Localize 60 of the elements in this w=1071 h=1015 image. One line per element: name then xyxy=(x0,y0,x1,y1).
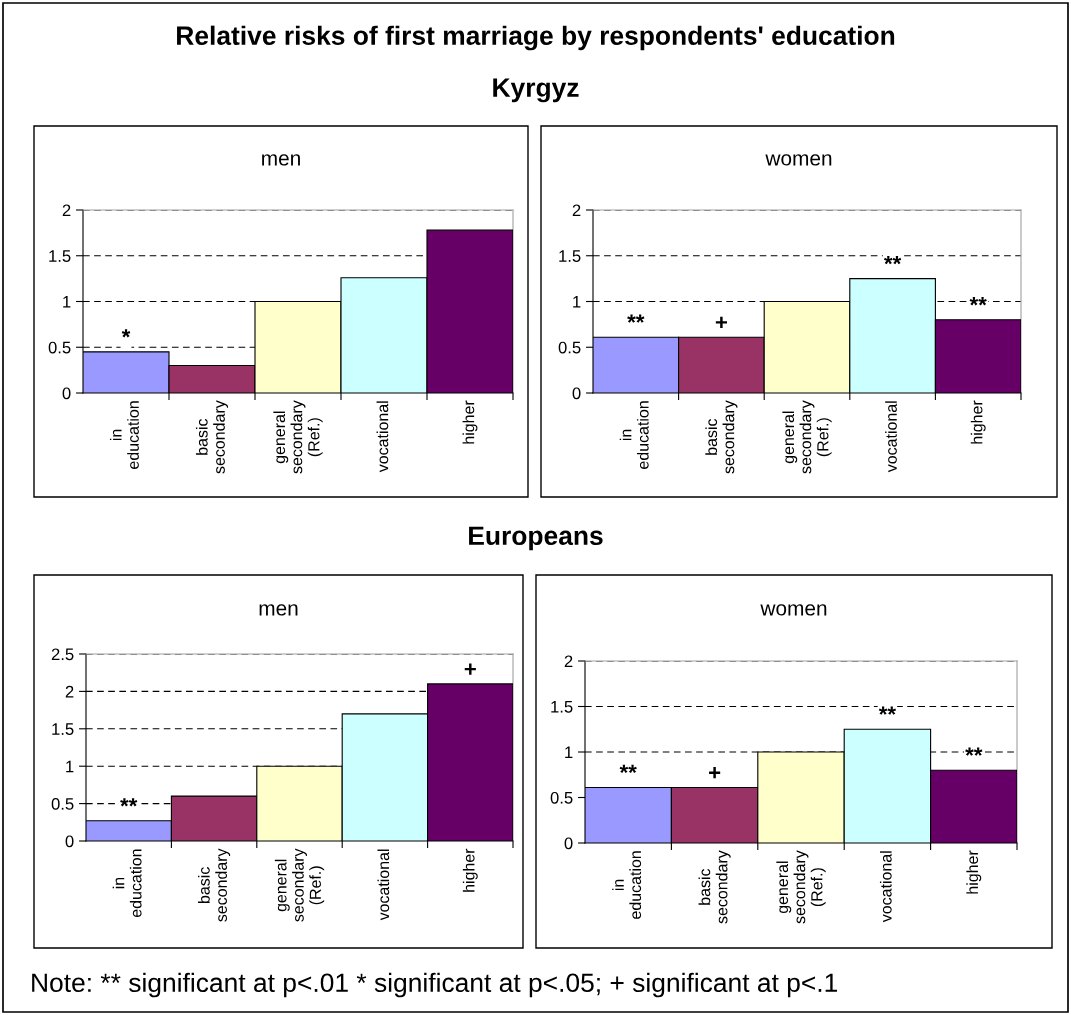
x-tick-label: vocational xyxy=(885,401,897,473)
x-tick-label: in education xyxy=(109,401,139,469)
x-tick-label: general secondary (Ref.) xyxy=(273,400,323,474)
x-tick-label: in education xyxy=(612,851,642,919)
y-tick-label: 2 xyxy=(62,204,71,217)
x-tick-label: basic secondary xyxy=(195,400,229,474)
y-tick-label: 1 xyxy=(63,296,71,308)
y-tick-label: 0.5 xyxy=(550,791,573,804)
y-tick-label: 0.5 xyxy=(51,798,74,810)
annotation: + xyxy=(715,316,727,329)
x-tick-label: higher xyxy=(966,850,982,894)
x-tick-label: higher xyxy=(462,400,478,444)
x-tick-label: vocational xyxy=(377,849,390,921)
y-tick-label: 1 xyxy=(565,746,573,759)
x-tick-label: general secondary (Ref.) xyxy=(274,848,325,922)
y-tick-label: 2 xyxy=(564,655,573,668)
text: Note: ** significant at p<.01 * significant at p<.05; + significant at p<.1 xyxy=(32,972,838,998)
y-tick-label: 1 xyxy=(573,296,581,308)
chart-title: men xyxy=(259,604,298,616)
annotation: * xyxy=(121,329,131,338)
y-tick-label: 2 xyxy=(65,685,74,698)
y-tick-label: 0.5 xyxy=(558,341,581,354)
x-tick-label: general secondary (Ref.) xyxy=(782,400,832,474)
chart-title: women xyxy=(765,154,832,166)
y-tick-label: 1.5 xyxy=(52,723,74,735)
y-tick-label: 0 xyxy=(572,387,581,400)
x-tick-label: in education xyxy=(112,849,142,918)
x-tick-label: higher xyxy=(462,848,478,892)
y-tick-label: 0 xyxy=(62,387,71,400)
annotation: ** xyxy=(884,255,902,265)
x-tick-label: in education xyxy=(619,401,649,469)
x-tick-label: basic secondary xyxy=(705,400,738,474)
y-tick-label: 0 xyxy=(65,835,74,848)
annotation: + xyxy=(464,663,476,675)
annotation: ** xyxy=(619,764,637,774)
y-tick-label: 1.5 xyxy=(559,250,581,262)
text: Europeans xyxy=(469,526,603,551)
annotation: + xyxy=(709,767,721,779)
x-tick-label: general secondary (Ref.) xyxy=(776,850,826,924)
y-tick-label: 1 xyxy=(66,760,74,773)
chart-title: women xyxy=(760,604,827,616)
annotation: ** xyxy=(627,314,645,323)
text: Kyrgyz xyxy=(493,78,579,103)
x-tick-label: vocational xyxy=(879,851,892,923)
text: Relative risks of first marriage by respondents' education xyxy=(177,25,895,51)
y-tick-label: 0 xyxy=(564,837,573,850)
y-tick-label: 0.5 xyxy=(48,341,71,354)
annotation: ** xyxy=(969,297,987,306)
x-tick-label: basic secondary xyxy=(198,848,231,922)
x-tick-label: vocational xyxy=(376,401,389,473)
x-tick-label: higher xyxy=(970,400,986,444)
annotation: ** xyxy=(120,798,138,807)
x-tick-label: basic secondary xyxy=(698,850,731,924)
chart-title: men xyxy=(262,154,300,166)
annotation: ** xyxy=(878,706,897,715)
y-tick-label: 2.5 xyxy=(51,648,74,661)
annotation: ** xyxy=(965,747,983,756)
y-tick-label: 1.5 xyxy=(49,250,71,262)
y-tick-label: 2 xyxy=(572,204,581,217)
y-tick-label: 1.5 xyxy=(551,701,573,713)
